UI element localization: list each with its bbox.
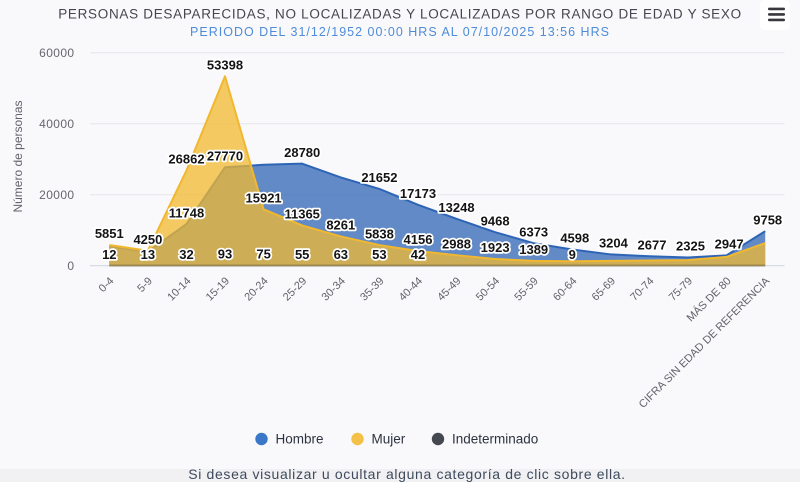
svg-text:2947: 2947 — [715, 237, 744, 252]
svg-text:13248: 13248 — [438, 200, 474, 215]
svg-text:32: 32 — [179, 247, 193, 262]
svg-text:6373: 6373 — [519, 224, 548, 239]
svg-text:11365: 11365 — [284, 207, 319, 222]
svg-text:9468: 9468 — [481, 213, 510, 228]
svg-text:40000: 40000 — [39, 117, 74, 131]
svg-text:12: 12 — [102, 247, 116, 262]
svg-text:55: 55 — [295, 247, 309, 262]
svg-text:Si desea visualizar u ocultar: Si desea visualizar u ocultar alguna cat… — [188, 466, 625, 482]
svg-text:93: 93 — [218, 247, 232, 262]
svg-text:26862: 26862 — [168, 152, 204, 167]
svg-text:53: 53 — [372, 247, 386, 262]
svg-text:2988: 2988 — [442, 236, 471, 251]
svg-text:Número de personas: Número de personas — [11, 100, 25, 212]
svg-text:3204: 3204 — [599, 236, 629, 251]
svg-text:5838: 5838 — [365, 226, 394, 241]
svg-text:5851: 5851 — [95, 226, 124, 241]
svg-text:Indeterminado: Indeterminado — [452, 432, 538, 447]
svg-text:17173: 17173 — [400, 186, 436, 201]
svg-text:1923: 1923 — [481, 240, 510, 255]
svg-text:PERIODO DEL 31/12/1952 00:00 H: PERIODO DEL 31/12/1952 00:00 HRS AL 07/1… — [190, 25, 610, 39]
svg-text:11748: 11748 — [169, 205, 204, 220]
svg-text:0: 0 — [67, 259, 74, 273]
svg-text:1389: 1389 — [519, 242, 548, 257]
svg-text:Hombre: Hombre — [276, 432, 324, 447]
svg-text:9: 9 — [569, 247, 576, 262]
svg-text:2677: 2677 — [638, 238, 667, 253]
svg-text:28780: 28780 — [284, 145, 320, 160]
svg-text:8261: 8261 — [326, 218, 355, 233]
svg-text:53398: 53398 — [207, 57, 243, 72]
svg-text:42: 42 — [411, 247, 425, 262]
svg-text:13: 13 — [141, 247, 155, 262]
svg-text:4250: 4250 — [133, 232, 162, 247]
svg-text:Mujer: Mujer — [372, 432, 406, 447]
svg-text:60000: 60000 — [39, 46, 74, 60]
svg-text:20000: 20000 — [39, 188, 74, 202]
svg-text:21652: 21652 — [361, 170, 397, 185]
svg-text:2325: 2325 — [676, 239, 705, 254]
svg-text:PERSONAS DESAPARECIDAS, NO LOC: PERSONAS DESAPARECIDAS, NO LOCALIZADAS Y… — [58, 7, 742, 22]
svg-text:63: 63 — [334, 247, 348, 262]
svg-text:27770: 27770 — [207, 148, 243, 163]
svg-text:75: 75 — [256, 247, 270, 262]
svg-text:9758: 9758 — [753, 212, 782, 227]
svg-text:4156: 4156 — [404, 232, 433, 247]
svg-text:4598: 4598 — [560, 231, 589, 246]
svg-text:15921: 15921 — [246, 191, 282, 206]
